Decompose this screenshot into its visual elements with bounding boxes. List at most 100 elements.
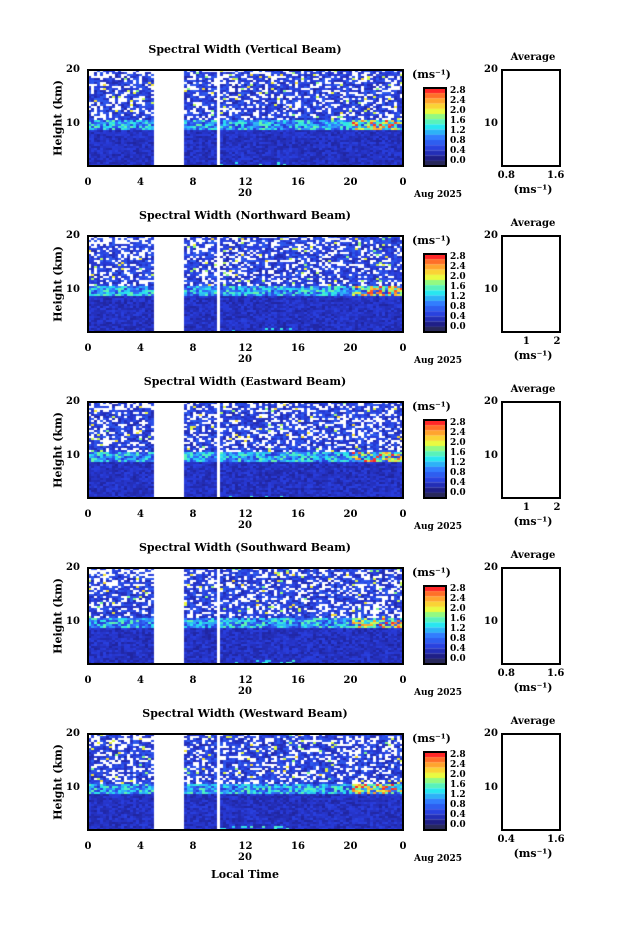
average-x-tick-label: 1 bbox=[522, 336, 530, 347]
average-y-tick-label: 20 bbox=[484, 728, 498, 739]
date-month-label: Aug 2025 bbox=[414, 190, 463, 200]
heatmap-frame bbox=[87, 401, 404, 499]
colorbar-tick-label: 0.0 bbox=[450, 820, 466, 830]
x-tick-label: 0 bbox=[84, 675, 92, 686]
x-tick-label: 0 bbox=[399, 675, 407, 686]
x-tick-label: 20 bbox=[343, 343, 358, 354]
colorbar-tick-label: 1.2 bbox=[450, 126, 466, 136]
colorbar-tick-label: 1.6 bbox=[450, 780, 466, 790]
heatmap-frame bbox=[87, 567, 404, 665]
colorbar-unit: (ms⁻¹) bbox=[412, 732, 451, 745]
x-tick-label: 16 bbox=[291, 841, 305, 852]
colorbar-tick-label: 0.4 bbox=[450, 312, 466, 322]
average-frame bbox=[501, 235, 561, 333]
colorbar-tick-label: 1.6 bbox=[450, 614, 466, 624]
colorbar bbox=[424, 88, 446, 166]
x-tick-label: 20 bbox=[343, 509, 358, 520]
colorbar-tick-label: 2.0 bbox=[450, 272, 466, 282]
colorbar bbox=[424, 586, 446, 664]
colorbar-tick-label: 2.0 bbox=[450, 106, 466, 116]
average-y-tick-label: 20 bbox=[484, 396, 498, 407]
y-tick-label: 10 bbox=[66, 117, 80, 129]
x-tick-label: 12 bbox=[238, 675, 253, 686]
average-x-tick-label: 1 bbox=[522, 502, 530, 513]
colorbar-tick-label: 2.4 bbox=[450, 760, 466, 770]
colorbar-tick-label: 1.2 bbox=[450, 790, 466, 800]
colorbar-tick-label: 0.0 bbox=[450, 654, 466, 664]
colorbar-frame bbox=[423, 253, 447, 333]
date-day-label: 20 bbox=[235, 188, 255, 199]
average-title: Average bbox=[510, 384, 556, 395]
colorbar-tick-label: 2.8 bbox=[450, 418, 466, 428]
x-tick-label: 0 bbox=[399, 509, 407, 520]
colorbar-tick-label: 0.0 bbox=[450, 156, 466, 166]
average-x-tick-label: 0.8 bbox=[497, 668, 516, 679]
x-tick-label: 0 bbox=[84, 177, 92, 188]
panel-title: Spectral Width (Southward Beam) bbox=[138, 541, 352, 554]
average-x-tick-label: 1.6 bbox=[546, 668, 565, 679]
colorbar-unit: (ms⁻¹) bbox=[412, 68, 451, 81]
average-frame bbox=[501, 401, 561, 499]
x-tick-label: 20 bbox=[343, 841, 358, 852]
average-y-tick-label: 10 bbox=[484, 449, 498, 461]
y-tick-label: 10 bbox=[66, 449, 80, 461]
colorbar-tick-label: 2.8 bbox=[450, 584, 466, 594]
x-tick-label: 8 bbox=[189, 177, 197, 188]
x-tick-label: 16 bbox=[291, 343, 305, 354]
colorbar bbox=[424, 752, 446, 830]
colorbar-tick-label: 2.8 bbox=[450, 86, 466, 96]
colorbar-tick-label: 2.0 bbox=[450, 770, 466, 780]
colorbar-frame bbox=[423, 751, 447, 831]
x-tick-label: 4 bbox=[137, 509, 144, 520]
x-tick-label: 16 bbox=[291, 177, 305, 188]
colorbar-tick-label: 1.6 bbox=[450, 448, 466, 458]
average-y-tick-label: 10 bbox=[484, 615, 498, 627]
panel-title: Spectral Width (Vertical Beam) bbox=[148, 43, 342, 56]
y-tick-label: 10 bbox=[66, 283, 80, 295]
x-tick-label: 4 bbox=[137, 343, 144, 354]
date-day-label: 20 bbox=[235, 354, 255, 365]
x-tick-label: 0 bbox=[84, 841, 92, 852]
spectral-width-heatmap bbox=[88, 402, 403, 498]
x-tick-label: 0 bbox=[399, 343, 407, 354]
colorbar-frame bbox=[423, 585, 447, 665]
average-y-tick-label: 10 bbox=[484, 781, 498, 793]
heatmap-frame bbox=[87, 733, 404, 831]
average-x-tick-label: 2 bbox=[553, 502, 561, 513]
average-y-tick-label: 10 bbox=[484, 283, 498, 295]
panel-title: Spectral Width (Eastward Beam) bbox=[143, 375, 347, 388]
x-tick-label: 16 bbox=[291, 509, 305, 520]
colorbar-unit: (ms⁻¹) bbox=[412, 400, 451, 413]
colorbar-tick-label: 2.4 bbox=[450, 594, 466, 604]
average-y-tick-label: 20 bbox=[484, 562, 498, 573]
average-x-unit: (ms⁻¹) bbox=[513, 515, 553, 528]
x-tick-label: 0 bbox=[399, 841, 407, 852]
colorbar-tick-label: 0.8 bbox=[450, 634, 466, 644]
colorbar-tick-label: 0.4 bbox=[450, 644, 466, 654]
y-axis-label: Height (km) bbox=[51, 246, 65, 322]
x-tick-label: 8 bbox=[189, 675, 197, 686]
average-x-unit: (ms⁻¹) bbox=[513, 847, 553, 860]
colorbar-tick-label: 2.4 bbox=[450, 262, 466, 272]
colorbar bbox=[424, 254, 446, 332]
colorbar-tick-label: 0.0 bbox=[450, 488, 466, 498]
y-axis-label: Height (km) bbox=[51, 80, 65, 156]
average-x-unit: (ms⁻¹) bbox=[513, 349, 553, 362]
average-frame bbox=[501, 567, 561, 665]
colorbar-tick-label: 0.8 bbox=[450, 800, 466, 810]
spectral-width-heatmap bbox=[88, 568, 403, 664]
colorbar-tick-label: 0.8 bbox=[450, 302, 466, 312]
colorbar-unit: (ms⁻¹) bbox=[412, 234, 451, 247]
date-day-label: 20 bbox=[235, 852, 255, 863]
x-tick-label: 8 bbox=[189, 509, 197, 520]
y-tick-label: 20 bbox=[66, 728, 80, 739]
average-x-unit: (ms⁻¹) bbox=[513, 183, 553, 196]
x-tick-label: 4 bbox=[137, 177, 144, 188]
average-x-tick-label: 1.6 bbox=[547, 834, 565, 845]
average-profile bbox=[0, 0, 1, 1]
average-x-tick-label: 0.8 bbox=[497, 170, 516, 181]
spectral-width-heatmap bbox=[88, 236, 403, 332]
panel-title: Spectral Width (Northward Beam) bbox=[139, 209, 351, 222]
x-tick-label: 12 bbox=[238, 177, 253, 188]
